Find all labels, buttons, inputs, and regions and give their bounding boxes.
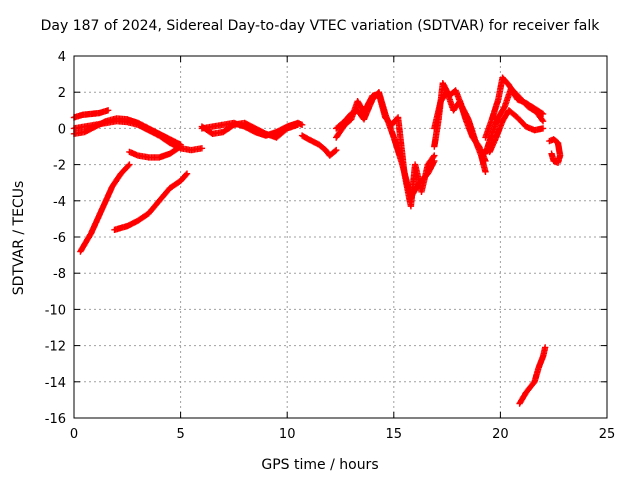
series-markers bbox=[486, 107, 547, 156]
grid-layer bbox=[74, 56, 607, 418]
y-tick-label: -10 bbox=[45, 303, 66, 318]
series-markers bbox=[431, 89, 489, 165]
x-tick-label: 5 bbox=[176, 427, 184, 442]
y-tick-label: -14 bbox=[45, 376, 66, 391]
series-arc17 bbox=[546, 136, 564, 166]
series-markers bbox=[198, 119, 306, 139]
x-tick-label: 15 bbox=[386, 427, 403, 442]
series-markers bbox=[516, 344, 549, 407]
series-arc5 bbox=[77, 161, 133, 255]
plot-frame bbox=[73, 55, 608, 419]
series-arc4 bbox=[126, 143, 184, 161]
series-arc18 bbox=[516, 344, 549, 407]
x-tick-label: 0 bbox=[70, 427, 78, 442]
x-tick-label: 20 bbox=[492, 427, 509, 442]
series-markers bbox=[482, 85, 547, 157]
series-markers bbox=[77, 161, 133, 255]
series-arc15 bbox=[482, 85, 547, 157]
y-tick-label: 4 bbox=[58, 50, 66, 65]
y-tick-label: -8 bbox=[53, 267, 66, 282]
series-arc6 bbox=[111, 170, 191, 233]
y-tick-label: -6 bbox=[53, 231, 66, 246]
y-tick-label: -12 bbox=[45, 340, 66, 355]
x-tick-label: 25 bbox=[599, 427, 616, 442]
series-arc9 bbox=[298, 132, 340, 159]
series-markers bbox=[333, 89, 438, 201]
series-arc8 bbox=[198, 119, 306, 139]
series-arc13 bbox=[431, 89, 489, 165]
x-tick-label: 10 bbox=[279, 427, 296, 442]
series-markers bbox=[111, 170, 191, 233]
y-tick-label: -2 bbox=[53, 159, 66, 174]
series-markers bbox=[126, 143, 184, 161]
series-arc16 bbox=[486, 107, 547, 156]
series-markers bbox=[546, 136, 564, 166]
y-tick-label: 0 bbox=[58, 122, 66, 137]
y-tick-label: -4 bbox=[53, 195, 66, 210]
series-arc11 bbox=[333, 89, 438, 201]
series-markers bbox=[70, 118, 206, 154]
chart-title: Day 187 of 2024, Sidereal Day-to-day VTE… bbox=[40, 18, 600, 34]
series-arc12 bbox=[431, 80, 489, 176]
x-axis-label: GPS time / hours bbox=[261, 457, 379, 473]
series-arc3 bbox=[70, 118, 206, 154]
y-tick-label: 2 bbox=[58, 86, 66, 101]
series-markers bbox=[431, 80, 489, 176]
y-tick-label: -16 bbox=[45, 412, 66, 427]
data-layer bbox=[70, 74, 564, 407]
series-markers bbox=[298, 132, 340, 159]
